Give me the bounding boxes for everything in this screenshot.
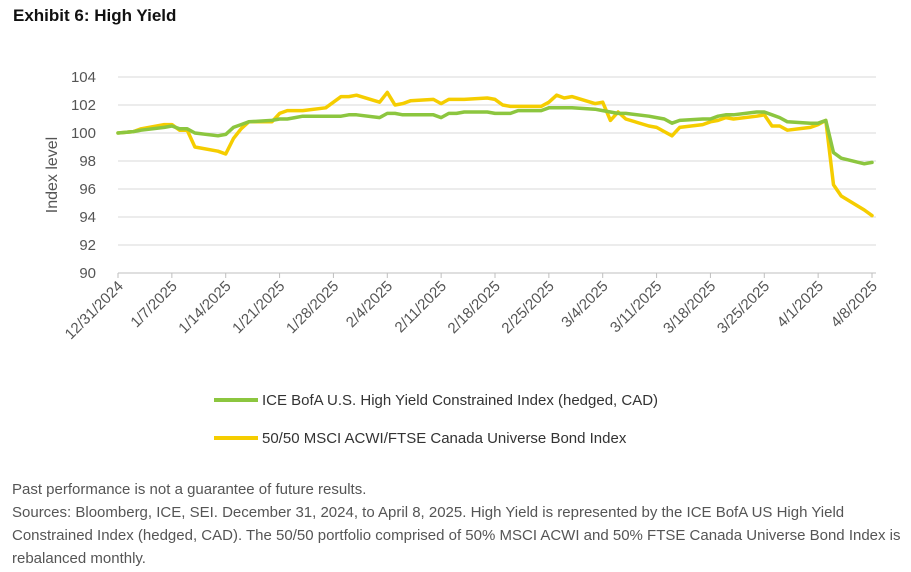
legend-swatch-high-yield xyxy=(214,398,258,402)
x-tick-label: 2/18/2025 xyxy=(445,278,504,337)
y-axis-label: Index level xyxy=(44,137,61,214)
sources-text: Sources: Bloomberg, ICE, SEI. December 3… xyxy=(12,504,901,567)
x-tick-label: 2/11/2025 xyxy=(392,278,450,336)
y-tick-label: 100 xyxy=(71,125,96,142)
legend-swatch-5050 xyxy=(214,436,258,440)
legend-item-high-yield: ICE BofA U.S. High Yield Constrained Ind… xyxy=(214,388,658,412)
series-line-high-yield xyxy=(116,106,874,166)
x-tick-label: 2/4/2025 xyxy=(343,278,396,331)
y-tick-label: 90 xyxy=(79,265,96,282)
x-tick-label: 1/14/2025 xyxy=(175,278,234,337)
x-tick-label: 12/31/2024 xyxy=(62,278,127,343)
line-chart: 90 92 94 96 98 100 102 104 Index level 12/31/2024… xyxy=(44,69,881,343)
series-line-5050 xyxy=(116,90,874,218)
chart-title: Exhibit 6: High Yield xyxy=(13,6,177,25)
x-tick-label: 2/25/2025 xyxy=(498,278,557,337)
x-tick-label: 1/21/2025 xyxy=(229,278,288,337)
legend-label-5050: 50/50 MSCI ACWI/FTSE Canada Universe Bon… xyxy=(262,429,627,447)
legend-label-high-yield: ICE BofA U.S. High Yield Constrained Ind… xyxy=(262,391,659,409)
y-tick-label: 96 xyxy=(79,181,96,198)
disclaimer-text: Past performance is not a guarantee of f… xyxy=(12,481,367,498)
x-tick-label: 4/1/2025 xyxy=(774,278,827,331)
y-tick-label: 92 xyxy=(79,237,96,254)
x-tick-label: 3/4/2025 xyxy=(558,278,611,331)
x-tick-label: 3/25/2025 xyxy=(714,278,773,337)
y-tick-label: 104 xyxy=(71,69,96,86)
legend-item-5050: 50/50 MSCI ACWI/FTSE Canada Universe Bon… xyxy=(214,426,658,450)
x-tick-label: 3/11/2025 xyxy=(607,278,665,336)
x-tick-label: 1/28/2025 xyxy=(283,278,342,337)
y-tick-label: 94 xyxy=(79,209,96,226)
y-tick-label: 98 xyxy=(79,153,96,170)
chart-footer: Past performance is not a guarantee of f… xyxy=(12,478,902,570)
x-tick-label: 3/18/2025 xyxy=(660,278,719,337)
chart-legend: ICE BofA U.S. High Yield Constrained Ind… xyxy=(214,388,658,464)
x-tick-label: 4/8/2025 xyxy=(828,278,881,331)
y-tick-label: 102 xyxy=(71,97,96,114)
x-tick-label: 1/7/2025 xyxy=(127,278,180,331)
